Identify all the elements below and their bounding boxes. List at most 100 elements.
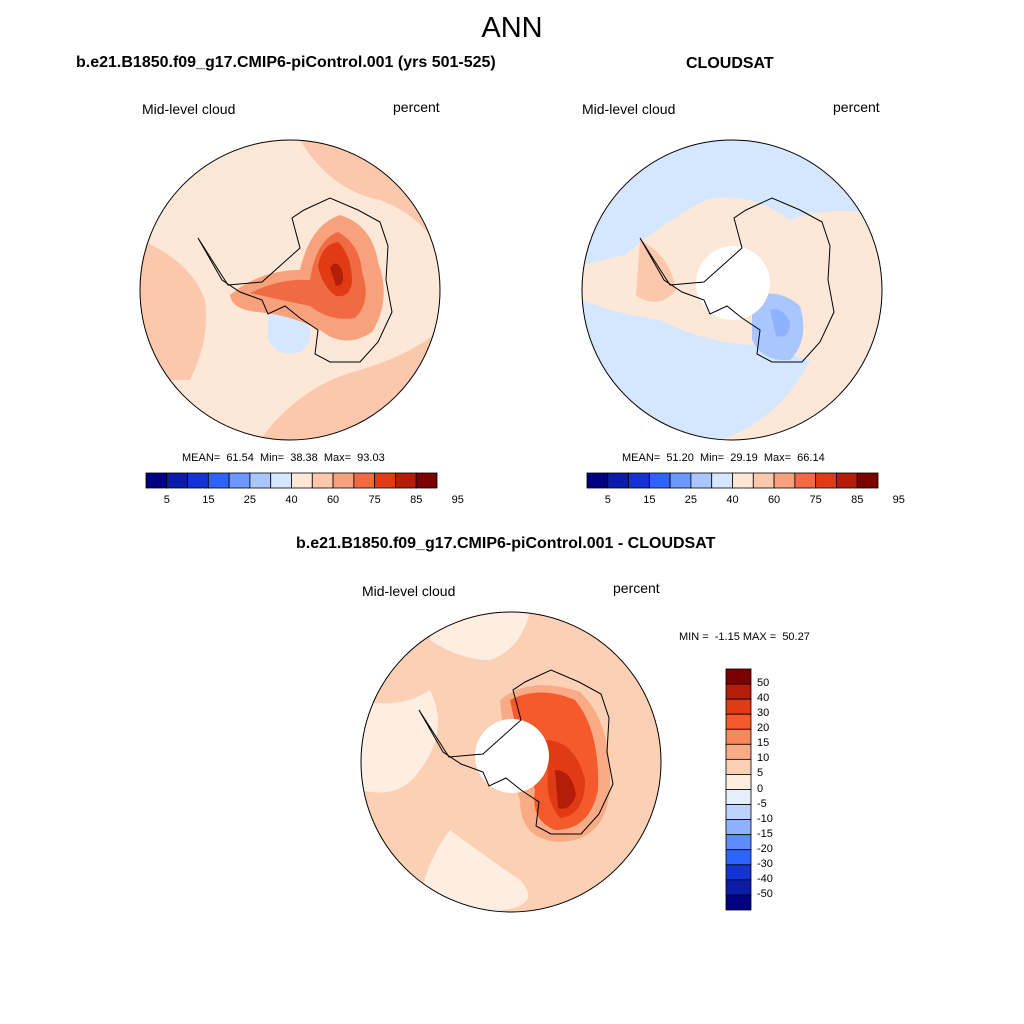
colorbar-tick-label: -15 [757, 827, 773, 840]
colorbar-tick-label: 15 [643, 494, 656, 506]
colorbar-tick-label: 40 [726, 494, 739, 506]
colorbar-swatch [291, 472, 313, 489]
panel-2-antarctica-coastline [639, 197, 835, 363]
colorbar-swatch [690, 472, 713, 489]
colorbar-swatch [725, 789, 752, 805]
colorbar-tick-label: -10 [757, 812, 773, 825]
colorbar-swatch [228, 472, 251, 489]
colorbar-tick-label: 60 [326, 494, 340, 506]
colorbar-swatch [725, 743, 752, 760]
colorbar-tick-label: 75 [809, 494, 822, 506]
colorbar-tick-label: 75 [368, 494, 381, 506]
panel-1-field-west [140, 240, 206, 380]
colorbar-swatch [725, 879, 752, 896]
colorbar-tick-label: 85 [851, 494, 864, 506]
colorbar-swatch [752, 472, 775, 489]
colorbar-tick-label: 10 [757, 752, 770, 765]
panel-1-units-label: percent [393, 99, 440, 115]
main-title: ANN [481, 12, 543, 44]
panel-1-field-negative [268, 311, 311, 354]
colorbar-tick-label: 85 [410, 494, 423, 506]
colorbar-swatch [374, 472, 396, 489]
colorbar-swatch [628, 472, 650, 489]
panel-1-antarctica-coastline [197, 197, 393, 363]
panel-2-title: CLOUDSAT [686, 55, 774, 72]
colorbar-swatch [836, 472, 858, 489]
colorbar-swatch [725, 819, 752, 836]
panel-1-stats: MEAN= 61.54 Min= 38.38 Max= 93.03 [182, 452, 385, 464]
colorbar-swatch [815, 472, 837, 489]
colorbar-swatch [270, 472, 292, 489]
colorbar-tick-label: -20 [757, 842, 773, 855]
panel-3-title: b.e21.B1850.f09_g17.CMIP6-piControl.001 … [296, 535, 716, 552]
panel-1-title: b.e21.B1850.f09_g17.CMIP6-piControl.001 … [76, 54, 496, 71]
panel-3-field-north [430, 612, 530, 660]
colorbar-swatch [395, 472, 417, 489]
panel-3-field-south [420, 830, 529, 912]
colorbar-swatch [725, 804, 752, 821]
colorbar-swatch [711, 472, 733, 489]
panel-2-stats: MEAN= 51.20 Min= 29.19 Max= 66.14 [622, 452, 825, 464]
colorbar-swatch [725, 834, 752, 851]
colorbar-tick-label: 5 [757, 767, 764, 780]
colorbar-swatch [856, 472, 879, 489]
colorbar-swatch [725, 698, 752, 715]
panel-1-map-border [139, 139, 441, 441]
colorbar-swatch [725, 864, 752, 881]
panel-2-field-south [582, 300, 810, 440]
colorbar-tick-label: 5 [604, 494, 611, 506]
panel-2-map [581, 139, 883, 441]
panel-3-colorbar [725, 668, 752, 911]
colorbar-tick-label: 20 [757, 722, 770, 735]
panel-3-stats: MIN = -1.15 MAX = 50.27 [679, 631, 810, 643]
colorbar-tick-label: -5 [757, 797, 767, 810]
panel-2-units-label: percent [833, 99, 880, 115]
colorbar-tick-label: 40 [757, 692, 770, 705]
panel-3-units-label: percent [613, 580, 660, 596]
colorbar-swatch [725, 894, 752, 911]
colorbar-swatch [669, 472, 692, 489]
colorbar-tick-label: 50 [757, 677, 770, 690]
colorbar-swatch [415, 472, 438, 489]
colorbar-swatch [725, 668, 752, 685]
colorbar-swatch [732, 472, 754, 489]
colorbar-tick-label: 0 [757, 782, 764, 795]
colorbar-tick-label: 30 [757, 707, 770, 720]
panel-1-colorbar [145, 472, 438, 489]
colorbar-tick-label: 25 [243, 494, 257, 506]
panel-1-field-max [330, 263, 344, 286]
colorbar-swatch [648, 472, 671, 489]
colorbar-tick-label: 95 [892, 494, 905, 506]
colorbar-tick-label: 15 [757, 737, 770, 750]
colorbar-tick-label: -50 [757, 887, 773, 900]
colorbar-swatch [187, 472, 209, 489]
colorbar-tick-label: 15 [202, 494, 215, 506]
panel-1-map [139, 139, 441, 441]
colorbar-swatch [145, 472, 168, 489]
colorbar-tick-label: -40 [757, 872, 773, 885]
colorbar-swatch [332, 472, 355, 489]
panel-2-colorbar [586, 472, 879, 489]
panel-3-field-peak [555, 770, 576, 809]
colorbar-swatch [725, 728, 752, 745]
colorbar-tick-label: 5 [163, 494, 170, 506]
panel-3-antarctica-coastline [418, 669, 614, 835]
panel-3-map [360, 611, 662, 913]
colorbar-swatch [607, 472, 629, 489]
panel-3-missing-data [475, 719, 549, 793]
panel-2-variable-label: Mid-level cloud [582, 101, 676, 117]
panel-3-field-west [361, 690, 438, 793]
colorbar-swatch [725, 774, 752, 790]
colorbar-swatch [794, 472, 817, 489]
panel-3-variable-label: Mid-level cloud [362, 583, 456, 599]
colorbar-swatch [311, 472, 334, 489]
panel-3-map-border [360, 611, 662, 913]
colorbar-swatch [725, 713, 752, 730]
colorbar-tick-label: 40 [285, 494, 298, 506]
panel-2-field-peninsula [636, 240, 676, 302]
colorbar-swatch [725, 683, 752, 700]
panel-2-missing-data [696, 246, 770, 320]
colorbar-tick-label: -30 [757, 857, 773, 870]
panel-2-field-lower [770, 309, 790, 337]
